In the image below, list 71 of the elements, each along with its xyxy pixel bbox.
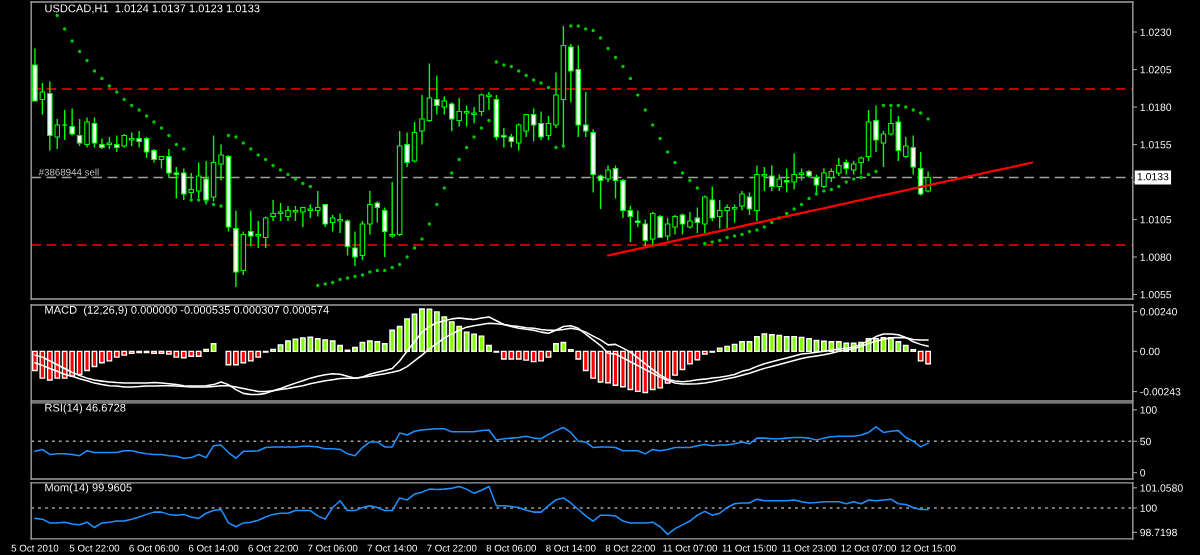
y-tick-label: 1.0205 xyxy=(1140,66,1172,74)
candlestick xyxy=(582,91,589,138)
bar xyxy=(285,340,291,353)
y-tick-label: 100 xyxy=(1140,406,1157,414)
candlestick xyxy=(612,164,619,200)
candlestick xyxy=(545,115,552,141)
candlestick xyxy=(486,91,492,111)
y-tick-label: 0 xyxy=(1140,469,1146,477)
y-tick-label: 1.0180 xyxy=(1140,103,1172,111)
candlestick xyxy=(880,130,887,168)
candlestick xyxy=(672,214,678,236)
y-tick-label: 1.0155 xyxy=(1140,141,1172,149)
candlestick xyxy=(746,191,753,216)
y-tick-label: 0.00240 xyxy=(1140,308,1177,316)
line-series xyxy=(34,426,929,459)
y-tick-label: 100 xyxy=(1140,504,1157,512)
y-tick-label: 1.0230 xyxy=(1140,28,1172,36)
x-tick-label: 8 Oct 22:00 xyxy=(605,544,656,552)
candlestick xyxy=(858,155,864,176)
candlestick xyxy=(352,230,358,267)
candlestick xyxy=(739,190,745,212)
x-tick-label: 5 Oct 2010 xyxy=(11,544,59,552)
x-tick-label: 7 Oct 06:00 xyxy=(308,544,358,552)
x-tick-label: 6 Oct 14:00 xyxy=(188,544,239,552)
candlestick xyxy=(419,94,425,146)
candlestick xyxy=(76,118,83,147)
ref-line-label: #3868944 sell xyxy=(38,168,99,176)
y-tick-label: -0.00243 xyxy=(1140,388,1181,396)
y-tick-label: 1.0080 xyxy=(1140,253,1172,261)
y-tick-label: 98.7198 xyxy=(1140,528,1177,537)
x-tick-label: 8 Oct 14:00 xyxy=(546,544,596,552)
x-tick-label: 5 Oct 22:00 xyxy=(69,544,120,552)
line-series xyxy=(34,485,929,536)
y-tick-label: 50 xyxy=(1140,437,1151,446)
candlestick xyxy=(84,116,90,149)
candlestick xyxy=(873,104,879,153)
annotation: 1.0133 xyxy=(1137,172,1169,181)
candlestick xyxy=(218,143,224,182)
candlestick xyxy=(635,209,641,228)
y-tick-label: 0.00 xyxy=(1140,347,1160,356)
candlestick xyxy=(143,136,150,159)
chart-title: RSI(14) 46.6728 xyxy=(45,403,126,414)
bar xyxy=(292,338,299,353)
candlestick xyxy=(61,109,68,141)
x-tick-label: 6 Oct 22:00 xyxy=(248,544,298,552)
x-tick-label: 11 Oct 23:00 xyxy=(782,544,837,552)
candlestick xyxy=(664,217,671,242)
candlestick xyxy=(91,116,98,149)
x-tick-label: 12 Oct 15:00 xyxy=(901,544,956,552)
candlestick xyxy=(426,62,433,123)
x-tick-label: 7 Oct 14:00 xyxy=(367,544,417,552)
candlestick xyxy=(69,107,75,137)
candlestick xyxy=(381,206,388,258)
chart-title: MACD (12,26,9) 0.000000 -0.000535 0.000307 0.000574 xyxy=(45,305,329,316)
x-tick-label: 12 Oct 07:00 xyxy=(841,544,897,552)
bar xyxy=(277,344,284,353)
x-tick-label: 7 Oct 22:00 xyxy=(427,544,477,552)
candlestick xyxy=(597,173,604,210)
x-tick-label: 8 Oct 06:00 xyxy=(486,544,537,552)
chart-title: Mom(14) 99.9605 xyxy=(45,483,132,494)
x-tick-label: 6 Oct 06:00 xyxy=(129,544,179,552)
candlestick xyxy=(642,218,649,248)
candlestick xyxy=(270,199,276,222)
y-tick-label: 1.0105 xyxy=(1140,216,1172,224)
x-tick-label: 11 Oct 07:00 xyxy=(663,544,718,552)
y-tick-label: 1.0055 xyxy=(1140,290,1172,299)
y-tick-label: 101.0580 xyxy=(1140,484,1183,492)
chart-title: USDCAD,H1 1.0124 1.0137 1.0123 1.0133 xyxy=(45,4,260,14)
candlestick xyxy=(262,215,269,249)
x-tick-label: 11 Oct 15:00 xyxy=(722,544,777,552)
candlestick xyxy=(389,181,395,239)
